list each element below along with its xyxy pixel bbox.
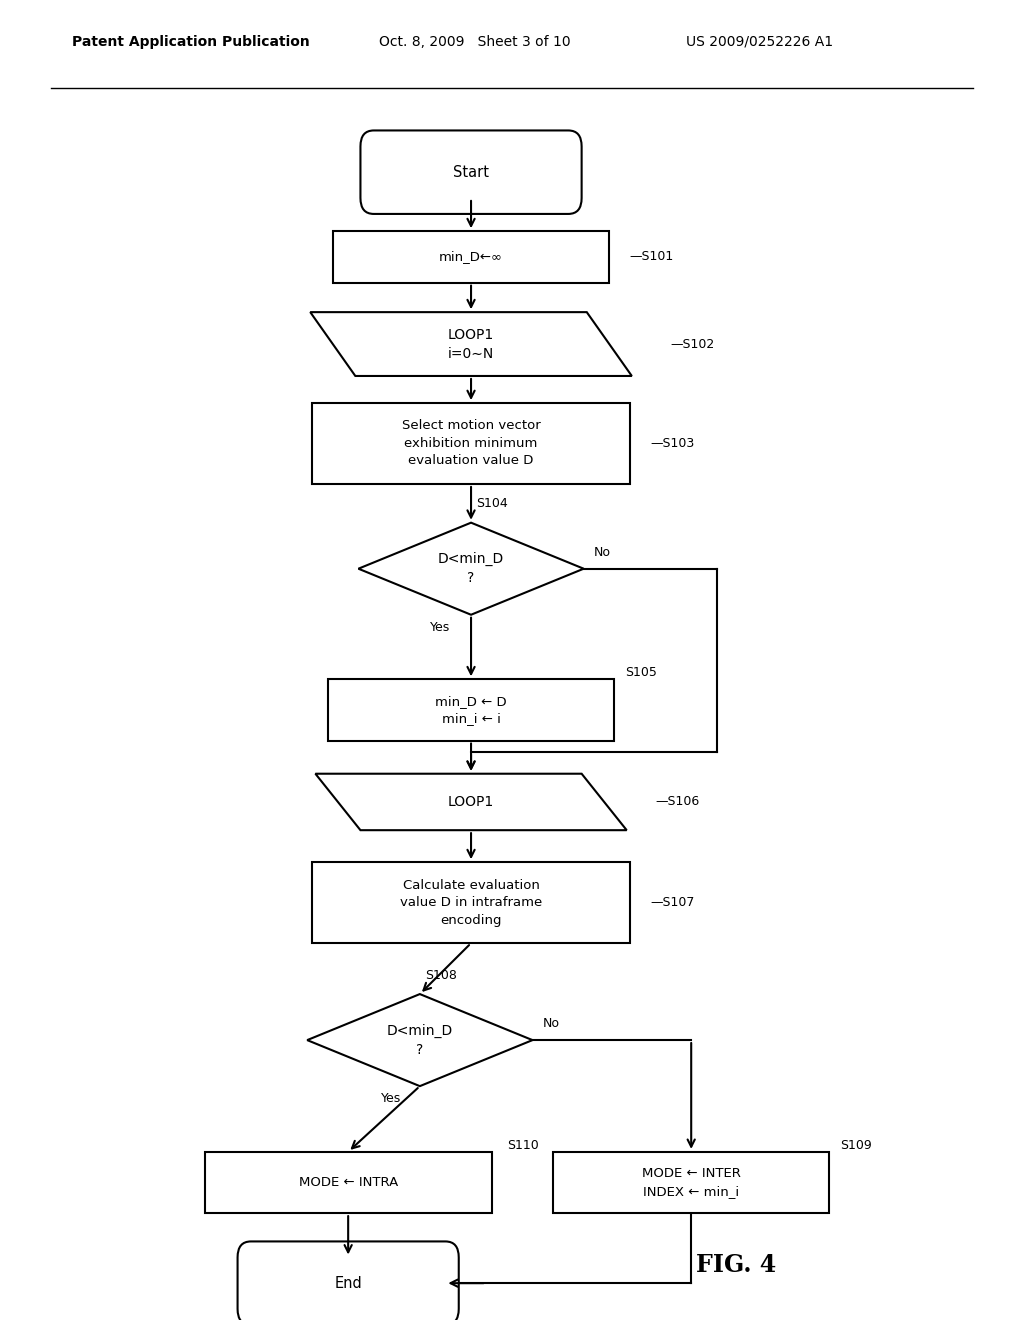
Bar — [328, 680, 614, 741]
Text: S110: S110 — [507, 1139, 539, 1152]
Bar — [553, 1152, 829, 1213]
FancyBboxPatch shape — [238, 1241, 459, 1320]
Text: End: End — [334, 1275, 362, 1291]
Text: LOOP1
i=0∼N: LOOP1 i=0∼N — [447, 327, 495, 360]
Text: MODE ← INTRA: MODE ← INTRA — [299, 1176, 397, 1189]
Polygon shape — [358, 523, 584, 615]
Text: —S107: —S107 — [650, 896, 694, 909]
Text: —S103: —S103 — [650, 437, 694, 450]
Text: min_D←∞: min_D←∞ — [439, 251, 503, 264]
Text: Select motion vector
exhibition minimum
evaluation value D: Select motion vector exhibition minimum … — [401, 420, 541, 467]
Text: min_D ← D
min_i ← i: min_D ← D min_i ← i — [435, 694, 507, 725]
Text: D<min_D
?: D<min_D ? — [438, 552, 504, 585]
Bar — [205, 1152, 492, 1213]
Text: No: No — [594, 546, 611, 558]
Text: LOOP1: LOOP1 — [447, 795, 495, 809]
Text: S104: S104 — [476, 498, 508, 511]
Text: —S106: —S106 — [655, 796, 699, 808]
Text: Start: Start — [453, 165, 489, 180]
Polygon shape — [310, 312, 632, 376]
Text: S105: S105 — [625, 667, 656, 680]
Text: MODE ← INTER
INDEX ← min_i: MODE ← INTER INDEX ← min_i — [642, 1167, 740, 1197]
Polygon shape — [315, 774, 627, 830]
Text: D<min_D
?: D<min_D ? — [387, 1023, 453, 1056]
Bar — [312, 862, 630, 942]
Text: No: No — [543, 1018, 560, 1031]
Text: Calculate evaluation
value D in intraframe
encoding: Calculate evaluation value D in intrafra… — [400, 879, 542, 927]
Text: FIG. 4: FIG. 4 — [696, 1253, 776, 1276]
Polygon shape — [307, 994, 532, 1086]
Text: S109: S109 — [840, 1139, 871, 1152]
Bar — [312, 403, 630, 484]
Text: US 2009/0252226 A1: US 2009/0252226 A1 — [686, 34, 834, 49]
Text: Patent Application Publication: Patent Application Publication — [72, 34, 309, 49]
Bar — [333, 231, 609, 282]
Text: —S101: —S101 — [630, 251, 674, 264]
Text: —S102: —S102 — [671, 338, 715, 351]
Text: Yes: Yes — [381, 1092, 401, 1105]
Text: S108: S108 — [425, 969, 457, 982]
Text: Yes: Yes — [430, 620, 451, 634]
Text: Oct. 8, 2009   Sheet 3 of 10: Oct. 8, 2009 Sheet 3 of 10 — [379, 34, 570, 49]
FancyBboxPatch shape — [360, 131, 582, 214]
